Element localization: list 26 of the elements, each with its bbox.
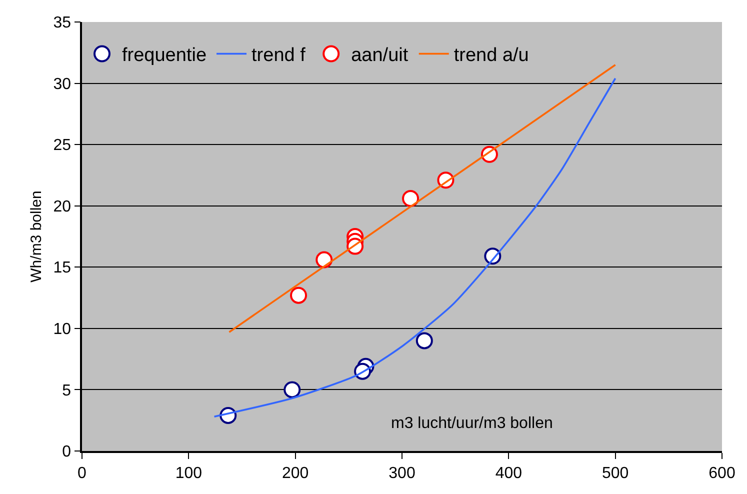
point (402, 190, 420, 207)
y-tick-label: 35 (53, 14, 72, 32)
line-series (213, 77, 616, 418)
y-tick-label: 20 (53, 198, 72, 216)
y-tick-label: 25 (53, 137, 72, 154)
x-tick-label: 400 (495, 464, 522, 482)
x-tick-label: 100 (175, 464, 202, 482)
x-tick-label: 0 (78, 464, 87, 482)
legend-label: trend f (252, 45, 306, 66)
point (416, 332, 433, 350)
point (290, 286, 308, 304)
y-tick-label: 0 (62, 444, 72, 461)
legend-label: frequentie (122, 45, 207, 66)
x-tick-label: 500 (602, 464, 629, 482)
x-tick-label: 200 (282, 464, 309, 482)
y-tick-label: 10 (53, 321, 72, 338)
x-tick-label: 600 (708, 464, 736, 482)
point (284, 381, 301, 398)
x-tick-label: 300 (388, 464, 416, 482)
y-tick-label: 5 (62, 382, 72, 400)
y-axis-title: Wh/m3 bollen (28, 190, 46, 282)
y-tick-label: 15 (53, 260, 72, 277)
legend-label: trend a/u (454, 45, 529, 66)
x-axis-title: m3 lucht/uur/m3 bollen (391, 415, 553, 432)
y-tick-label: 30 (53, 76, 72, 93)
legend-label: aan/uit (351, 45, 409, 66)
